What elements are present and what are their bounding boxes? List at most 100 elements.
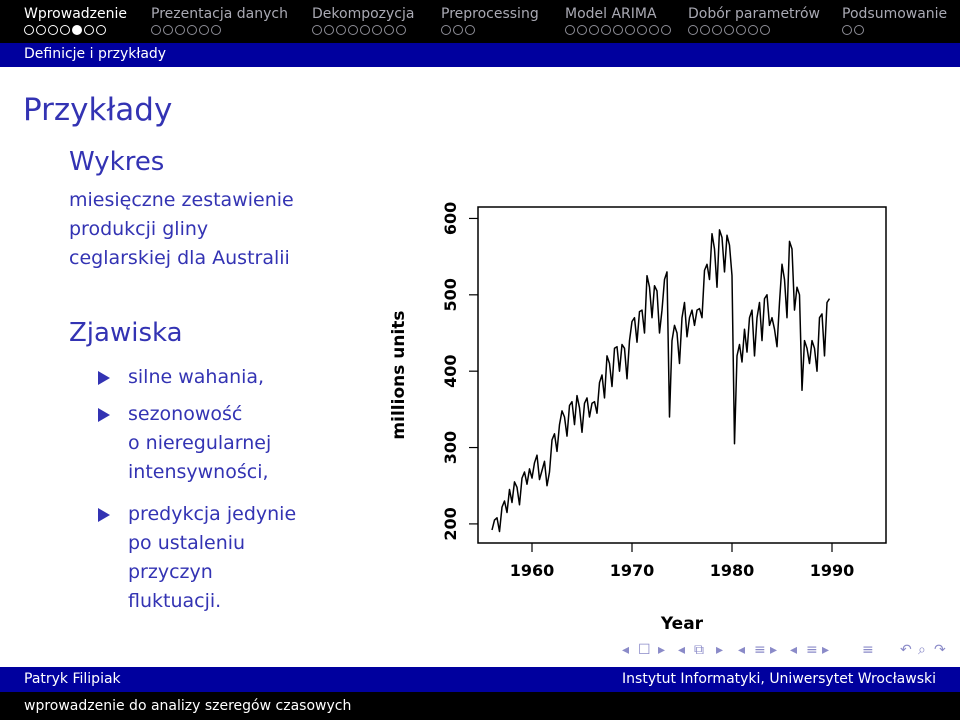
x-axis-label: Year	[660, 614, 704, 634]
nav-slide-dot[interactable]	[565, 25, 575, 35]
nav-section-icon[interactable]: ≡	[806, 642, 818, 658]
nav-slide-dot[interactable]	[736, 25, 746, 35]
nav-slide-dot[interactable]	[199, 25, 209, 35]
nav-back-icon[interactable]: ↶	[900, 642, 912, 658]
nav-slide-dot[interactable]	[175, 25, 185, 35]
nav-dots-0	[24, 25, 106, 37]
nav-slide-dot[interactable]	[465, 25, 475, 35]
nav-slide-dot[interactable]	[712, 25, 722, 35]
block-title-wykres: Wykres	[69, 147, 165, 177]
nav-frame-icon[interactable]: ⧉	[694, 642, 704, 658]
footer-author: Patryk Filipiak	[24, 671, 121, 687]
nav-slide-dot[interactable]	[72, 25, 82, 35]
nav-slide-dot[interactable]	[637, 25, 647, 35]
y-tick-label: 300	[441, 431, 460, 464]
nav-dots-3	[441, 25, 475, 37]
nav-prev-section-icon[interactable]: ◂	[790, 642, 798, 658]
bullet-2-line-2: o nieregularnej	[128, 432, 272, 454]
nav-forward-icon[interactable]: ↷	[934, 642, 946, 658]
nav-subsection-icon[interactable]: ≡	[754, 642, 766, 658]
nav-prev-frame-icon[interactable]: ◂	[678, 642, 686, 658]
nav-section-dekompozycja[interactable]: Dekompozycja	[312, 6, 415, 22]
nav-slide-dot[interactable]	[613, 25, 623, 35]
nav-slide-dot[interactable]	[700, 25, 710, 35]
x-tick-label: 1990	[810, 561, 855, 580]
bullet-marker	[98, 508, 110, 522]
nav-slide-dot[interactable]	[36, 25, 46, 35]
nav-section-wprowadzenie[interactable]: Wprowadzenie	[24, 6, 127, 22]
nav-dots-1	[151, 25, 221, 37]
nav-slide-dot[interactable]	[577, 25, 587, 35]
nav-slide-dot[interactable]	[163, 25, 173, 35]
nav-section-podsumowanie[interactable]: Podsumowanie	[842, 6, 948, 22]
nav-next-frame-icon[interactable]: ▸	[716, 642, 724, 658]
bullet-item-2: sezonowość o nieregularnej intensywności…	[128, 400, 271, 487]
nav-slide-dot[interactable]	[625, 25, 635, 35]
bullet-marker	[98, 408, 110, 422]
nav-prev-slide-icon[interactable]: ◂	[622, 642, 630, 658]
nav-slide-dot[interactable]	[187, 25, 197, 35]
nav-search-icon[interactable]: ⌕	[918, 642, 926, 658]
x-tick-label: 1960	[510, 561, 555, 580]
nav-slide-dot[interactable]	[384, 25, 394, 35]
nav-dots-6	[842, 25, 864, 37]
nav-slide-dot[interactable]	[661, 25, 671, 35]
nav-slide-dot[interactable]	[372, 25, 382, 35]
subsection-label[interactable]: Definicje i przykłady	[24, 46, 167, 62]
nav-slide-dot[interactable]	[748, 25, 758, 35]
nav-dots-4	[565, 25, 671, 37]
nav-slide-dot[interactable]	[688, 25, 698, 35]
nav-slide-dot[interactable]	[48, 25, 58, 35]
nav-slide-dot[interactable]	[312, 25, 322, 35]
subsection-bar: Definicje i przykłady	[0, 43, 960, 67]
nav-slide-dot[interactable]	[324, 25, 334, 35]
nav-next-subsection-icon[interactable]: ▸	[770, 642, 778, 658]
plot-frame	[477, 206, 887, 544]
x-axis: 1960 1970 1980 1990	[510, 543, 855, 580]
nav-slide-dot[interactable]	[649, 25, 659, 35]
nav-slide-dot[interactable]	[842, 25, 852, 35]
x-tick-label: 1980	[710, 561, 755, 580]
nav-section-model-arima[interactable]: Model ARIMA	[565, 6, 657, 22]
nav-section-dobor-parametrow[interactable]: Dobór parametrów	[688, 6, 821, 22]
nav-slide-dot[interactable]	[396, 25, 406, 35]
nav-dots-5	[688, 25, 770, 37]
y-tick-label: 400	[441, 354, 460, 387]
footer-institution: Instytut Informatyki, Uniwersytet Wrocła…	[622, 671, 936, 687]
nav-slide-dot[interactable]	[441, 25, 451, 35]
nav-slide-dot[interactable]	[60, 25, 70, 35]
nav-slide-dot[interactable]	[336, 25, 346, 35]
nav-document-icon[interactable]: ≡	[862, 642, 874, 658]
nav-slide-dot[interactable]	[96, 25, 106, 35]
bullet-marker	[98, 371, 110, 385]
nav-slide-dot[interactable]	[854, 25, 864, 35]
nav-slide-icon[interactable]: ☐	[638, 642, 651, 658]
nav-slide-dot[interactable]	[24, 25, 34, 35]
x-tick-label: 1970	[610, 561, 655, 580]
nav-slide-dot[interactable]	[84, 25, 94, 35]
nav-slide-dot[interactable]	[360, 25, 370, 35]
footer-talk-title: wprowadzenie do analizy szeregów czasowy…	[24, 698, 352, 714]
bullet-3-line-3: przyczyn	[128, 561, 213, 583]
bullet-2-line-1: sezonowość	[128, 403, 243, 425]
nav-next-section-icon[interactable]: ▸	[822, 642, 830, 658]
nav-slide-dot[interactable]	[348, 25, 358, 35]
nav-next-slide-icon[interactable]: ▸	[658, 642, 666, 658]
nav-slide-dot[interactable]	[589, 25, 599, 35]
nav-slide-dot[interactable]	[601, 25, 611, 35]
y-tick-label: 600	[441, 202, 460, 235]
nav-slide-dot[interactable]	[760, 25, 770, 35]
wykres-line-1: miesięczne zestawienie	[69, 189, 294, 211]
nav-slide-dot[interactable]	[453, 25, 463, 35]
nav-dots-2	[312, 25, 406, 37]
nav-section-prezentacja-danych[interactable]: Prezentacja danych	[151, 6, 288, 22]
nav-slide-dot[interactable]	[211, 25, 221, 35]
nav-slide-dot[interactable]	[724, 25, 734, 35]
series-line	[491, 229, 831, 533]
beamer-navigation-symbols: ◂ ☐ ▸ ◂ ⧉ ▸ ◂ ≡ ▸ ◂ ≡ ▸ ≡ ↶ ⌕ ↷	[622, 642, 952, 660]
nav-prev-subsection-icon[interactable]: ◂	[738, 642, 746, 658]
nav-section-preprocessing[interactable]: Preprocessing	[441, 6, 539, 22]
wykres-line-3: ceglarskiej dla Australii	[69, 247, 290, 269]
bullet-3-line-1: predykcja jedynie	[128, 503, 297, 525]
nav-slide-dot[interactable]	[151, 25, 161, 35]
